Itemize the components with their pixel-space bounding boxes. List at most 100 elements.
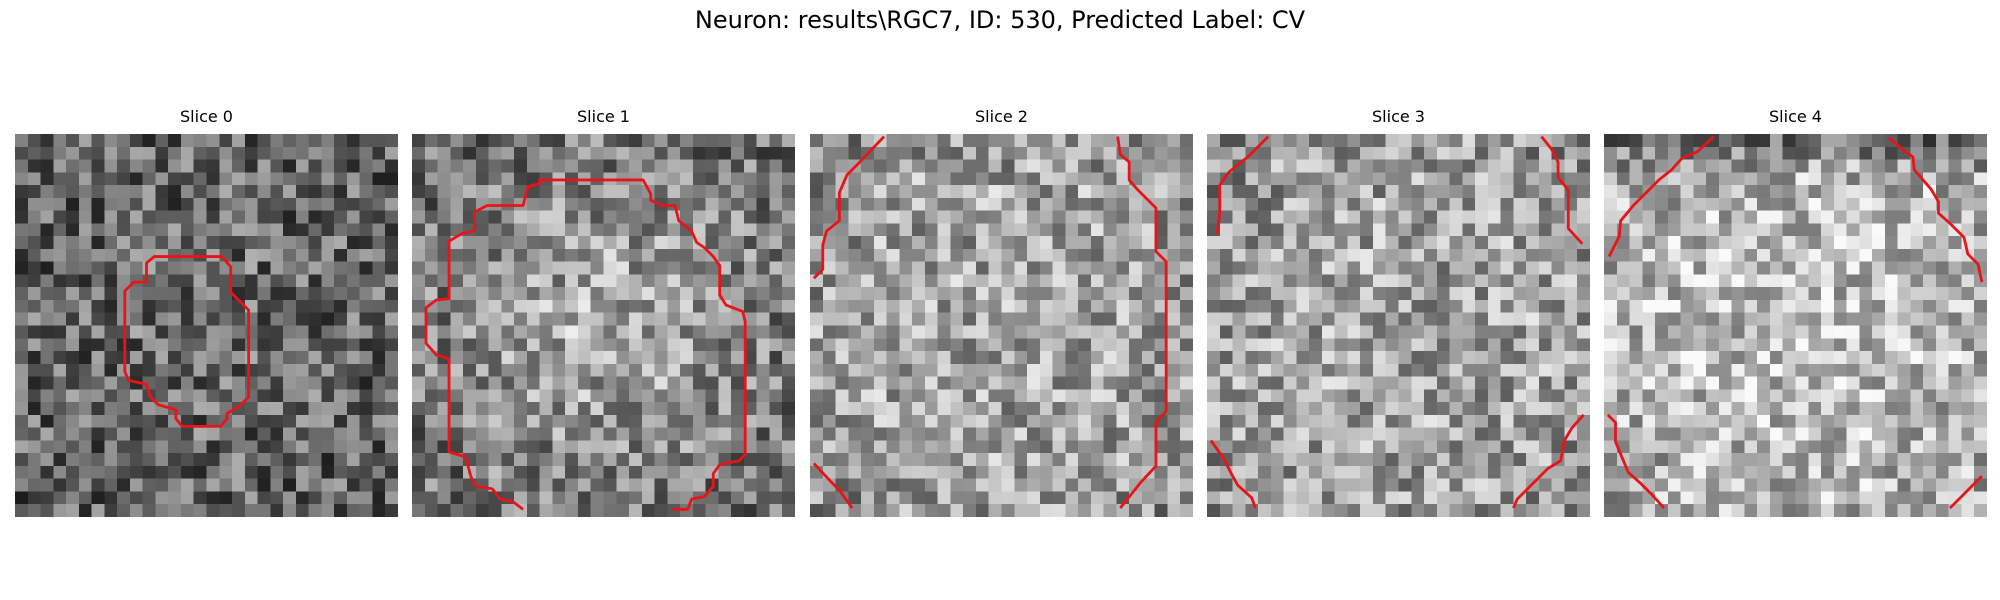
- pixel: [1629, 376, 1643, 390]
- pixel: [1667, 236, 1681, 250]
- pixel: [346, 465, 360, 479]
- pixel: [743, 159, 757, 173]
- pixel: [193, 402, 207, 416]
- pixel: [912, 376, 926, 390]
- pixel: [1564, 504, 1578, 517]
- pixel: [180, 159, 194, 173]
- pixel: [1001, 223, 1015, 237]
- pixel: [372, 440, 386, 454]
- pixel: [1551, 389, 1565, 403]
- pixel: [886, 351, 900, 365]
- pixel: [193, 223, 207, 237]
- pixel: [1706, 478, 1720, 492]
- pixel: [1551, 248, 1565, 262]
- pixel: [1782, 248, 1796, 262]
- pixel: [412, 146, 426, 160]
- pixel: [1833, 287, 1847, 301]
- pixel: [450, 287, 464, 301]
- pixel: [104, 261, 118, 275]
- pixel: [577, 146, 591, 160]
- pixel: [1398, 172, 1412, 186]
- pixel: [1052, 376, 1066, 390]
- pixel: [924, 389, 938, 403]
- pixel: [1629, 248, 1643, 262]
- pixel: [1462, 159, 1476, 173]
- pixel: [1462, 351, 1476, 365]
- pixel: [78, 325, 92, 339]
- pixel: [1372, 261, 1386, 275]
- pixel: [1846, 274, 1860, 288]
- pixel: [1629, 325, 1643, 339]
- pixel: [283, 363, 297, 377]
- pixel: [15, 478, 29, 492]
- pixel: [1309, 197, 1323, 211]
- pixel: [937, 299, 951, 313]
- pixel: [848, 312, 862, 326]
- pixel: [1795, 491, 1809, 505]
- pixel: [1513, 376, 1527, 390]
- pixel: [359, 440, 373, 454]
- pixel: [1693, 159, 1707, 173]
- pixel: [450, 146, 464, 160]
- pixel: [1859, 185, 1873, 199]
- pixel: [526, 210, 540, 224]
- pixel: [321, 134, 335, 148]
- pixel: [1309, 274, 1323, 288]
- pixel: [873, 223, 887, 237]
- pixel: [219, 197, 233, 211]
- pixel: [1526, 338, 1540, 352]
- pixel: [743, 440, 757, 454]
- pixel: [1821, 363, 1835, 377]
- pixel: [1065, 363, 1079, 377]
- pixel: [835, 504, 849, 517]
- pixel: [1232, 465, 1246, 479]
- pixel: [1321, 376, 1335, 390]
- pixel: [1207, 351, 1221, 365]
- pixel: [577, 478, 591, 492]
- pixel: [743, 504, 757, 517]
- pixel: [539, 427, 553, 441]
- pixel: [66, 465, 80, 479]
- pixel: [1564, 465, 1578, 479]
- pixel: [1372, 389, 1386, 403]
- pixel: [1039, 414, 1053, 428]
- pixel: [1360, 453, 1374, 467]
- pixel: [1846, 197, 1860, 211]
- pixel: [219, 146, 233, 160]
- pixel: [1693, 248, 1707, 262]
- pixel: [437, 223, 451, 237]
- pixel: [1782, 274, 1796, 288]
- pixel: [1424, 389, 1438, 403]
- pixel: [1436, 248, 1450, 262]
- pixel: [206, 453, 220, 467]
- pixel: [117, 389, 131, 403]
- pixel: [539, 414, 553, 428]
- pixel: [1974, 287, 1987, 301]
- pixel: [1360, 134, 1374, 148]
- pixel: [1655, 185, 1669, 199]
- pixel: [1757, 248, 1771, 262]
- pixel: [514, 402, 528, 416]
- pixel: [1616, 389, 1630, 403]
- pixel: [1923, 248, 1937, 262]
- pixel: [1462, 223, 1476, 237]
- pixel: [1245, 351, 1259, 365]
- pixel: [1411, 338, 1425, 352]
- pixel: [1604, 197, 1618, 211]
- pixel: [1564, 402, 1578, 416]
- pixel: [822, 491, 836, 505]
- pixel: [1629, 274, 1643, 288]
- pixel: [873, 172, 887, 186]
- pixel: [1513, 414, 1527, 428]
- pixel: [1500, 236, 1514, 250]
- pixel: [1706, 465, 1720, 479]
- pixel: [1245, 363, 1259, 377]
- pixel: [1526, 159, 1540, 173]
- pixel: [1436, 453, 1450, 467]
- pixel: [1757, 338, 1771, 352]
- pixel: [886, 134, 900, 148]
- pixel: [782, 325, 795, 339]
- pixel: [1538, 325, 1552, 339]
- pixel: [552, 287, 566, 301]
- pixel: [1795, 134, 1809, 148]
